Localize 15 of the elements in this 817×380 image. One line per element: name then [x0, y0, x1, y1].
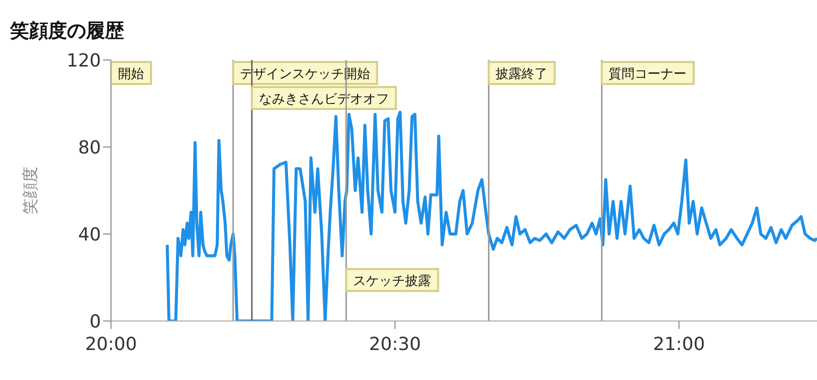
x-tick-label: 20:30	[369, 334, 421, 355]
y-tick-label: 40	[78, 224, 101, 246]
ref-line-label: なみきさんビデオオフ	[258, 92, 389, 107]
ref-line-label: 開始	[118, 67, 144, 82]
line-series	[166, 110, 817, 321]
x-tick-label: 21:00	[653, 334, 705, 355]
ref-line-label: スケッチ披露	[353, 274, 432, 289]
chart-title: 笑顔度の履歴	[10, 19, 124, 44]
ref-line-label: 披露終了	[496, 67, 548, 82]
y-tick-label: 0	[90, 311, 101, 332]
ref-line-label: 質問コーナー	[608, 67, 687, 82]
y-tick-label: 80	[78, 137, 101, 158]
x-tick-label: 20:00	[85, 334, 137, 355]
y-tick-label: 120	[66, 50, 101, 72]
y-axis-title: 笑顔度	[20, 166, 40, 214]
